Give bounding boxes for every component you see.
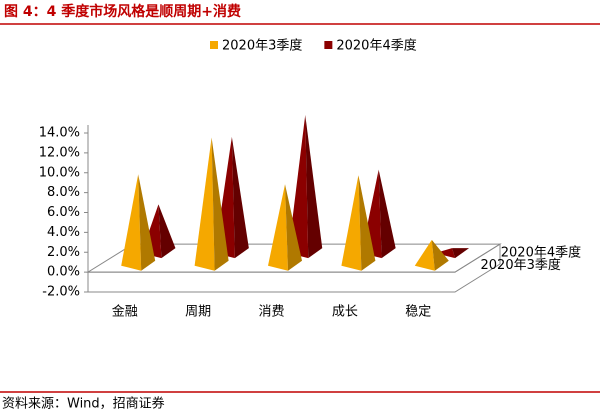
pyramid-left-face xyxy=(435,248,456,259)
y-tick-label: 12.0% xyxy=(39,145,80,160)
pyramid-left-face xyxy=(121,174,142,271)
y-tick-label: 10.0% xyxy=(39,165,80,180)
pyramid-right-face xyxy=(431,239,449,271)
pyramid-left-face xyxy=(341,175,362,271)
pyramid xyxy=(435,248,470,259)
pyramid xyxy=(341,175,376,271)
pyramid xyxy=(121,174,156,271)
pyramid-left-face xyxy=(414,239,435,271)
pyramid-right-face xyxy=(158,204,176,259)
depth-label: 2020年4季度 xyxy=(501,245,581,261)
y-tick-label: 4.0% xyxy=(47,225,80,240)
y-tick-label: 6.0% xyxy=(47,205,80,220)
pyramid xyxy=(194,137,229,271)
x-tick-label: 稳定 xyxy=(405,304,431,320)
pyramid-right-face xyxy=(358,175,376,271)
pyramid-right-face xyxy=(231,136,249,259)
legend-swatch xyxy=(210,41,218,49)
legend-label: 2020年3季度 xyxy=(222,38,302,54)
y-tick-label: 14.0% xyxy=(39,126,80,141)
pyramid xyxy=(414,239,449,271)
pyramid-right-face xyxy=(305,114,323,259)
source: 资料来源：Wind，招商证券 xyxy=(2,396,165,412)
pyramid xyxy=(268,184,302,271)
y-tick-label: -2.0% xyxy=(42,285,80,300)
legend-label: 2020年4季度 xyxy=(336,38,416,54)
y-tick-label: 2.0% xyxy=(47,245,80,260)
legend-swatch xyxy=(324,41,333,49)
pyramid-right-face xyxy=(138,174,156,271)
pyramid-right-face xyxy=(452,248,470,259)
pyramid-right-face xyxy=(378,169,396,259)
x-tick-label: 消费 xyxy=(258,305,284,320)
x-tick-label: 周期 xyxy=(185,305,211,320)
pyramid-right-face xyxy=(211,137,229,271)
pyramid-left-face xyxy=(268,184,288,271)
y-tick-label: 0.0% xyxy=(47,265,80,280)
depth-label: 2020年3季度 xyxy=(481,257,561,273)
y-tick-label: 8.0% xyxy=(47,185,80,200)
chart-title: 图 4：4 季度市场风格是顺周期+消费 xyxy=(4,3,241,20)
pyramid-right-face xyxy=(285,184,302,271)
x-tick-label: 成长 xyxy=(332,305,358,320)
x-tick-label: 金融 xyxy=(112,304,138,320)
pyramid-left-face xyxy=(194,137,215,271)
